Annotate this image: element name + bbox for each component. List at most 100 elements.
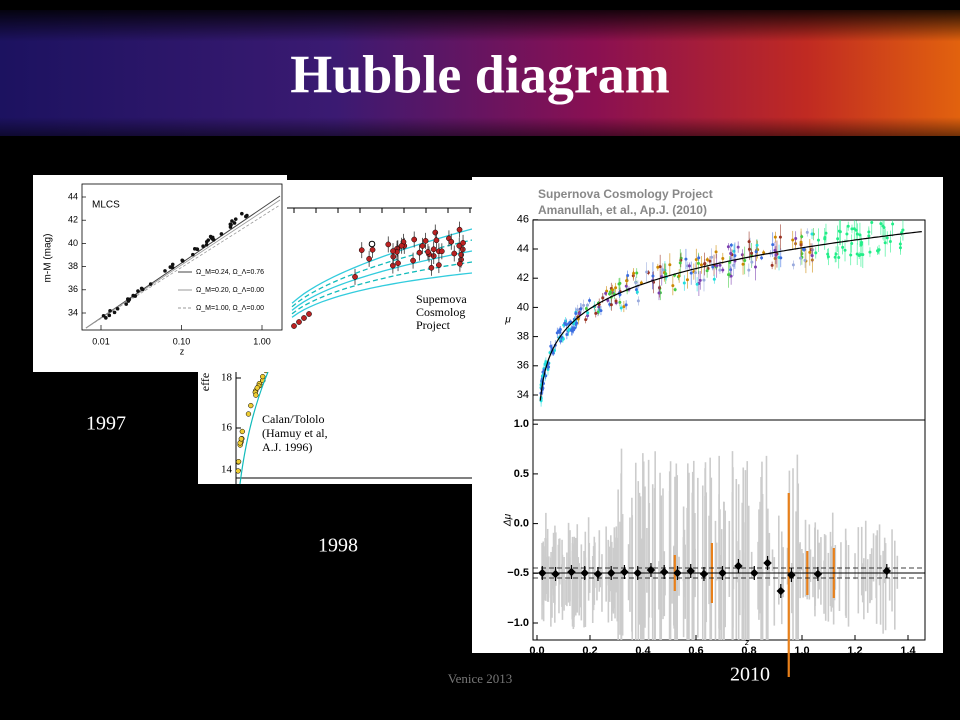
point [577, 312, 581, 316]
point [306, 311, 312, 317]
point [594, 311, 598, 315]
point [859, 252, 863, 256]
y-tick-label: 46 [517, 214, 529, 226]
y-tick-label: 18 [221, 372, 233, 384]
model-curve [539, 231, 922, 401]
point [882, 566, 892, 576]
footer: Venice 2013 [448, 671, 513, 686]
point [104, 316, 108, 320]
x-axis-label: z [744, 638, 749, 647]
point [696, 261, 700, 265]
point [546, 368, 550, 372]
point [245, 411, 252, 417]
point [180, 258, 185, 263]
point [673, 568, 682, 578]
point [608, 290, 612, 294]
point [668, 263, 672, 267]
y-tick-label: 40 [68, 238, 78, 248]
point [747, 268, 751, 272]
point [816, 238, 820, 242]
plot-area [81, 183, 283, 331]
point [755, 243, 759, 247]
point [814, 251, 818, 255]
point [870, 220, 874, 224]
y-tick-label: 42 [517, 272, 529, 284]
point [551, 569, 560, 579]
annotation: Calan/Tololo [262, 412, 324, 426]
point [771, 243, 775, 247]
point [801, 247, 805, 251]
point [657, 291, 661, 295]
year-label: 2010 [730, 664, 770, 686]
point [760, 256, 764, 260]
point [107, 313, 112, 318]
point [136, 289, 140, 293]
point [750, 251, 754, 255]
point [733, 254, 737, 258]
point [743, 258, 747, 262]
y-tick-label: 38 [517, 331, 529, 343]
point [657, 286, 661, 290]
point [687, 264, 691, 268]
x-axis-label: z [180, 346, 185, 356]
point [770, 263, 774, 267]
point [229, 222, 233, 227]
point [582, 303, 586, 307]
point [799, 256, 803, 260]
x-tick-label: 0.8 [741, 645, 756, 657]
point [868, 250, 872, 254]
y-tick-label: 36 [68, 284, 78, 294]
point [702, 278, 706, 282]
point [617, 282, 621, 286]
point [253, 392, 259, 398]
x-tick-label: 1.4 [900, 645, 916, 657]
y-tick-label: −0.5 [507, 567, 529, 579]
y-tick-label: 34 [68, 307, 78, 317]
y-tick-label: 44 [68, 191, 78, 201]
point [805, 230, 809, 234]
point [774, 253, 778, 257]
point [849, 253, 853, 257]
point [219, 232, 224, 236]
point [239, 428, 245, 435]
point [794, 237, 798, 241]
point [721, 256, 725, 260]
point [544, 360, 548, 364]
point [682, 281, 686, 285]
point [108, 309, 112, 313]
point [679, 258, 683, 262]
point [614, 286, 618, 290]
y-axis-label: effe [198, 373, 212, 391]
point [826, 255, 830, 259]
point [191, 252, 195, 257]
point [689, 271, 693, 275]
point [632, 271, 636, 275]
point [112, 310, 117, 315]
point [846, 224, 850, 228]
point [753, 265, 757, 269]
point [230, 219, 234, 223]
point [456, 242, 463, 249]
point [101, 313, 106, 318]
point [576, 308, 580, 312]
point [885, 236, 889, 240]
point [891, 222, 895, 226]
point [633, 568, 642, 578]
y-tick-label: 16 [221, 422, 233, 434]
point [686, 566, 695, 576]
point [593, 569, 603, 579]
point [811, 248, 815, 252]
year-label: 1998 [318, 535, 358, 557]
point [710, 255, 714, 259]
point [808, 250, 812, 254]
point [260, 373, 266, 380]
point [168, 265, 173, 269]
point [726, 245, 730, 249]
point [834, 252, 838, 256]
point [597, 305, 601, 309]
y-axis-label: m-M (mag) [43, 234, 54, 283]
point [131, 293, 136, 298]
point [563, 321, 567, 325]
annotation: Supemova [416, 292, 467, 306]
